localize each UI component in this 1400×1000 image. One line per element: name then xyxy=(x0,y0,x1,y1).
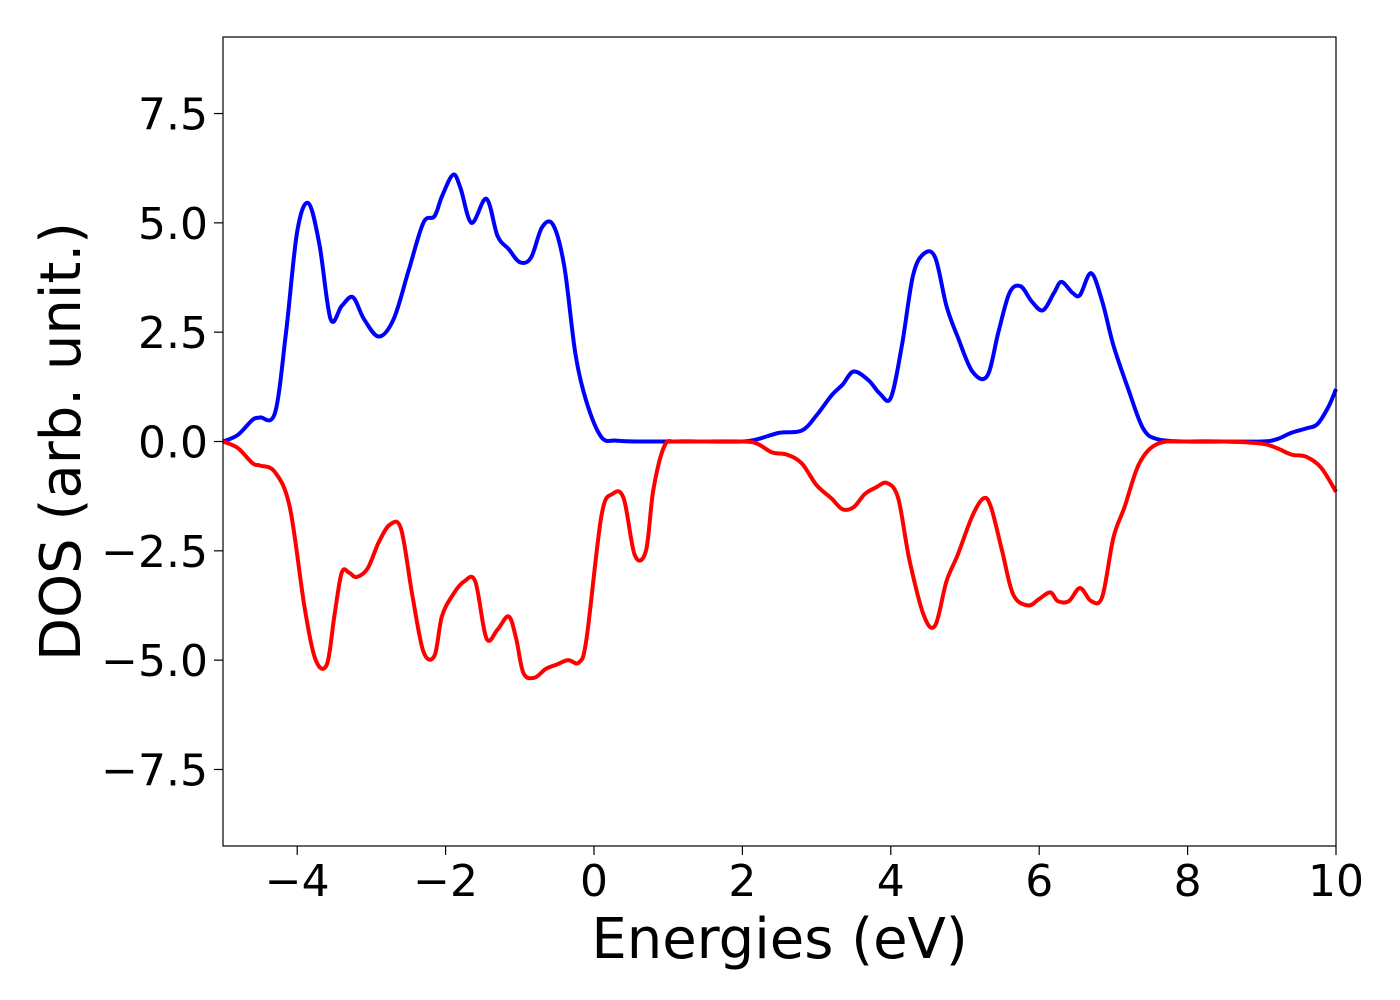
y-axis: −7.5 −5.0 −2.5 0.0 2.5 5.0 7.5 xyxy=(101,90,223,796)
x-tick-label: 6 xyxy=(1025,856,1053,907)
x-tick-label: −4 xyxy=(265,856,330,907)
y-tick-label: 5.0 xyxy=(138,199,208,250)
y-tick-label: −7.5 xyxy=(101,745,208,796)
dos-spin-down-line xyxy=(222,438,1338,681)
y-tick-label: 7.5 xyxy=(138,90,208,141)
series-layer xyxy=(222,172,1338,681)
x-tick-label: 10 xyxy=(1308,856,1364,907)
x-axis-label: Energies (eV) xyxy=(591,907,967,972)
dos-spin-up-line xyxy=(222,172,1338,444)
y-axis-label: DOS (arb. unit.) xyxy=(29,222,94,661)
x-tick-label: 0 xyxy=(580,856,608,907)
y-tick-label: 2.5 xyxy=(138,308,208,359)
x-tick-label: 8 xyxy=(1174,856,1202,907)
x-tick-label: −2 xyxy=(413,856,478,907)
x-axis: −4 −2 0 2 4 6 8 10 xyxy=(265,846,1364,907)
y-tick-label: −5.0 xyxy=(101,636,208,687)
y-tick-label: −2.5 xyxy=(101,527,208,578)
x-tick-label: 2 xyxy=(728,856,756,907)
y-tick-label: 0.0 xyxy=(138,418,208,469)
x-tick-label: 4 xyxy=(877,856,905,907)
